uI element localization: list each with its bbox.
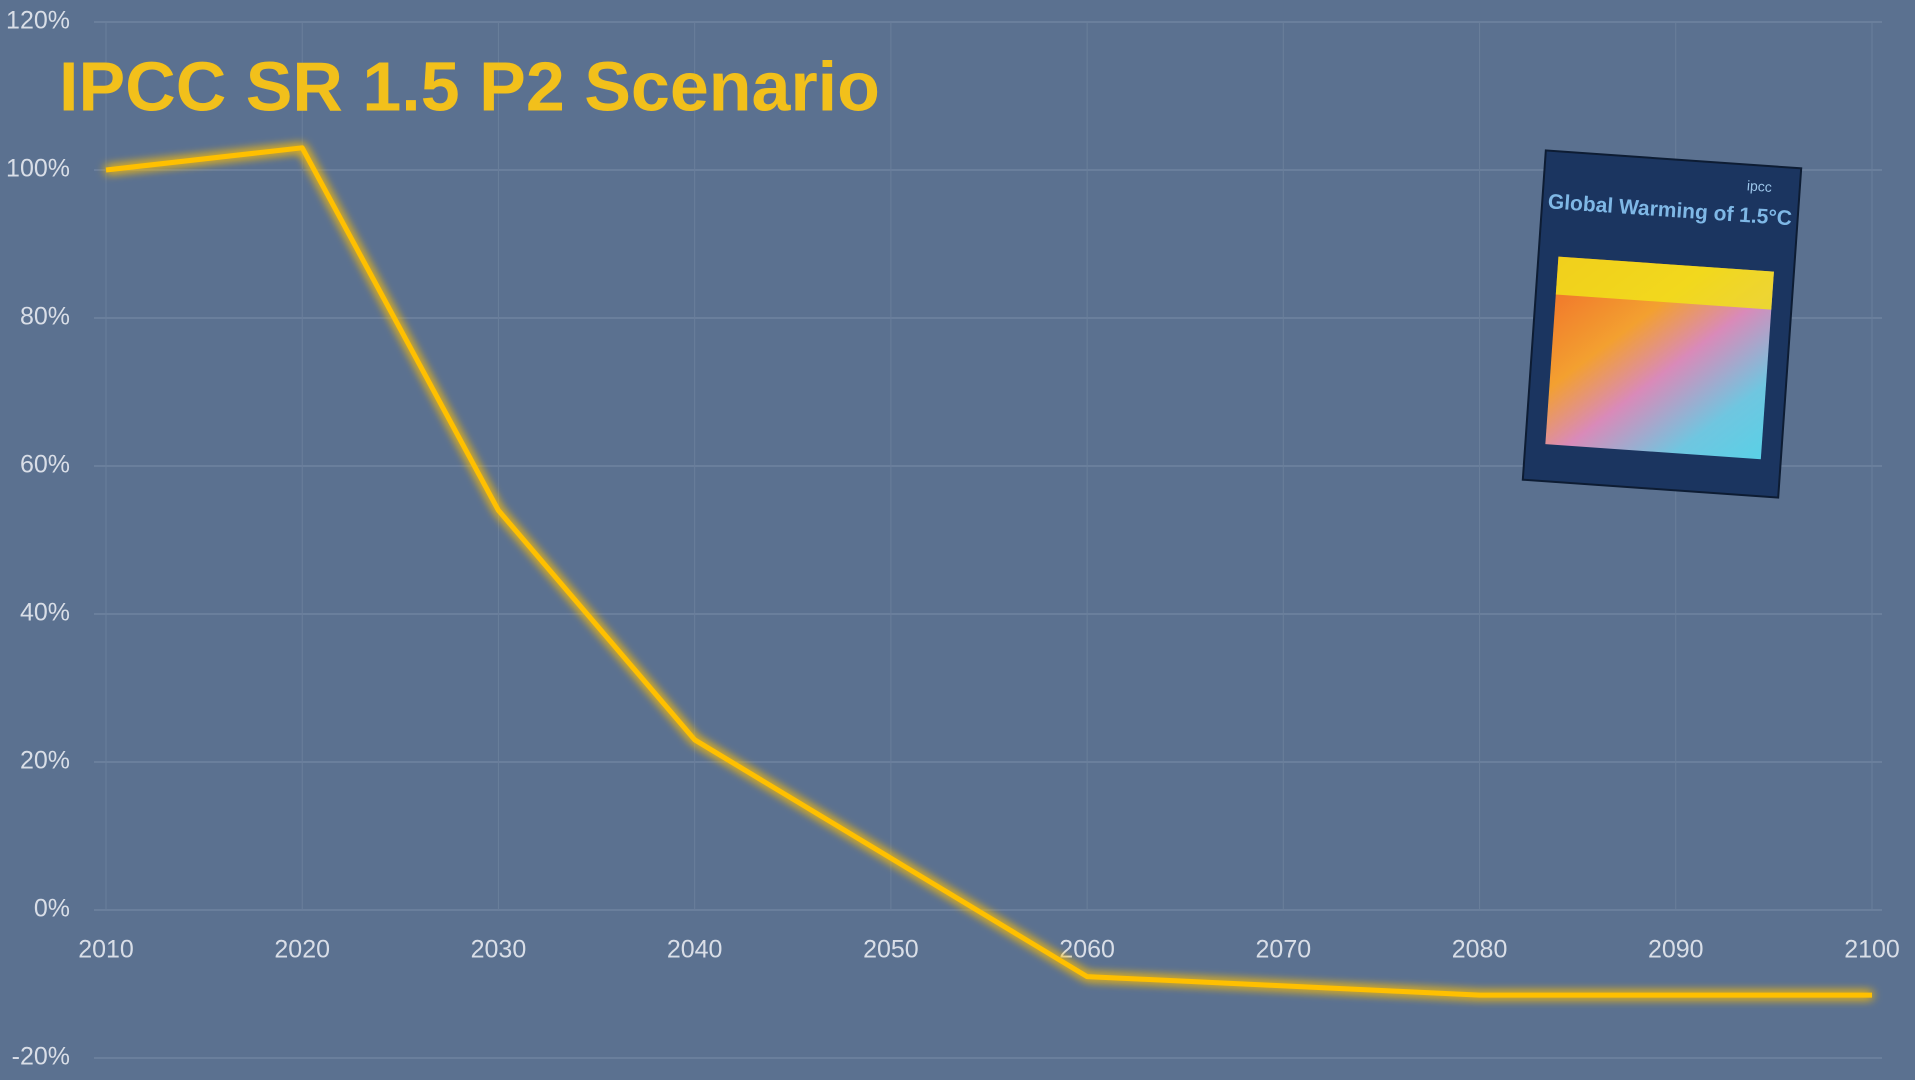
y-tick-label: -20% [12,1043,70,1071]
y-tick-label: 40% [20,599,70,627]
cover-brand: ipcc [1746,177,1772,195]
y-tick-label: 120% [6,7,70,35]
y-tick-label: 0% [34,895,70,923]
chart: ipcc Global Warming of 1.5°C IPCC SR 1.5… [0,0,1915,1080]
x-tick-label: 2090 [1648,936,1704,964]
x-tick-label: 2010 [78,936,134,964]
x-tick-label: 2060 [1059,936,1115,964]
x-tick-label: 2020 [274,936,330,964]
report-cover: ipcc Global Warming of 1.5°C [1523,150,1801,497]
y-tick-label: 20% [20,747,70,775]
y-tick-label: 80% [20,303,70,331]
x-tick-label: 2070 [1256,936,1312,964]
x-tick-label: 2100 [1844,936,1900,964]
page: ipcc Global Warming of 1.5°C IPCC SR 1.5… [0,0,1915,1080]
x-tick-label: 2040 [667,936,723,964]
chart-title: IPCC SR 1.5 P2 Scenario [59,47,880,125]
y-tick-label: 60% [20,451,70,479]
x-tick-label: 2080 [1452,936,1508,964]
x-tick-label: 2030 [471,936,527,964]
x-tick-label: 2050 [863,936,919,964]
y-tick-label: 100% [6,155,70,183]
